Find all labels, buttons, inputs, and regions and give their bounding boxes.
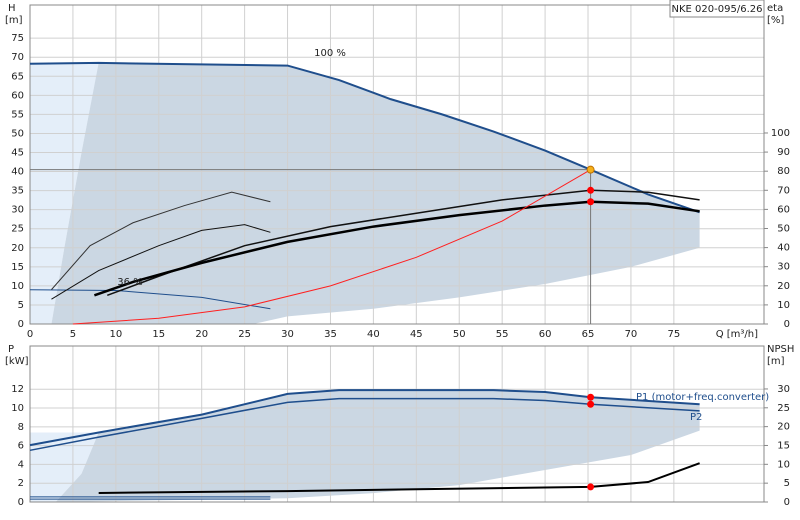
curve [93, 200, 700, 297]
y-tick-label: 25 [11, 224, 24, 235]
x-tick-label: 5 [70, 329, 76, 340]
y2-tick-label: 40 [777, 243, 790, 254]
curve [98, 462, 700, 494]
y-tick-label: 10 [11, 403, 24, 414]
y2-tick-label: 15 [777, 440, 790, 451]
y-tick-label: 75 [11, 33, 24, 44]
x-tick-label: 15 [152, 329, 165, 340]
x-tick-label: 75 [667, 329, 680, 340]
x-tick-label: 60 [539, 329, 552, 340]
x-tick-label: 40 [367, 329, 380, 340]
y2-tick-label: 0 [784, 319, 790, 330]
curve [51, 191, 271, 290]
y2-tick-label: 70 [777, 185, 790, 196]
curve [51, 224, 271, 300]
y-tick-label: 0 [18, 319, 24, 330]
y2-tick-label: 80 [777, 166, 790, 177]
curve [29, 389, 700, 447]
x-tick-label: 30 [281, 329, 294, 340]
y-tick-label: 60 [11, 90, 24, 101]
duty-point [587, 198, 595, 206]
curve [29, 61, 700, 214]
curve [29, 289, 271, 310]
title-box [669, 0, 765, 18]
y-tick-label: 4 [18, 459, 24, 470]
y-tick-label: 10 [11, 281, 24, 292]
curve [29, 397, 700, 452]
curve [72, 169, 591, 325]
y2-tick-label: 0 [784, 497, 790, 508]
y2-tick-label: 90 [777, 147, 790, 158]
y-axis-label: H [8, 3, 16, 14]
y2-tick-label: 10 [777, 300, 790, 311]
duty-point [587, 393, 595, 401]
y-tick-label: 55 [11, 109, 24, 120]
y-tick-label: 12 [11, 384, 24, 395]
x-tick-label: 20 [195, 329, 208, 340]
y2-tick-label: 60 [777, 204, 790, 215]
plot-frame [29, 4, 765, 325]
y2-tick-label: 30 [777, 262, 790, 273]
y-tick-label: 40 [11, 167, 24, 178]
annotation: P2 [690, 412, 702, 423]
y-tick-label: 15 [11, 262, 24, 273]
y-tick-label: 0 [18, 497, 24, 508]
x-tick-label: 70 [625, 329, 638, 340]
annotation: 36 % [117, 277, 142, 288]
y-tick-label: 6 [18, 441, 24, 452]
y2-axis-unit: [%] [767, 15, 784, 26]
x-tick-label: 10 [109, 329, 122, 340]
y-tick-label: 50 [11, 128, 24, 139]
y-axis-unit: [kW] [5, 356, 29, 367]
y-tick-label: 8 [18, 422, 24, 433]
y-tick-label: 5 [18, 300, 24, 311]
duty-point [587, 483, 595, 491]
duty-point [586, 165, 595, 174]
y-tick-label: 2 [18, 478, 24, 489]
operating-area [30, 63, 99, 324]
y2-tick-label: 20 [777, 422, 790, 433]
x-tick-label: 0 [27, 329, 33, 340]
y-tick-label: 65 [11, 71, 24, 82]
y-tick-label: 30 [11, 205, 24, 216]
y2-tick-label: 10 [777, 459, 790, 470]
y2-tick-label: 100 [771, 128, 790, 139]
y-axis-unit: [m] [5, 15, 23, 26]
y-tick-label: 20 [11, 243, 24, 254]
x-tick-label: 25 [238, 329, 251, 340]
annotation: P1 (motor+freq.converter) [636, 392, 769, 403]
y2-axis-label: NPSH [767, 344, 794, 355]
y-tick-label: 45 [11, 147, 24, 158]
y2-tick-label: 50 [777, 223, 790, 234]
duty-point [587, 400, 595, 408]
annotation: 100 % [314, 48, 346, 59]
y-tick-label: 70 [11, 52, 24, 63]
chart-title: NKE 020-095/6.26 [672, 4, 763, 15]
plot-frame [29, 345, 765, 503]
x-tick-label: 55 [496, 329, 509, 340]
y2-tick-label: 20 [777, 281, 790, 292]
y2-axis-label: eta [767, 3, 783, 14]
x-tick-label: 45 [410, 329, 423, 340]
x-tick-label: 50 [453, 329, 466, 340]
y2-tick-label: 25 [777, 403, 790, 414]
y2-axis-unit: [m] [767, 356, 785, 367]
x-axis-label: Q [m³/h] [716, 329, 758, 340]
x-tick-label: 65 [582, 329, 595, 340]
x-tick-label: 35 [324, 329, 337, 340]
operating-area [30, 432, 99, 502]
y-tick-label: 35 [11, 186, 24, 197]
y2-tick-label: 30 [777, 384, 790, 395]
y2-tick-label: 5 [784, 478, 790, 489]
y-axis-label: P [8, 344, 14, 355]
duty-point [587, 186, 595, 194]
